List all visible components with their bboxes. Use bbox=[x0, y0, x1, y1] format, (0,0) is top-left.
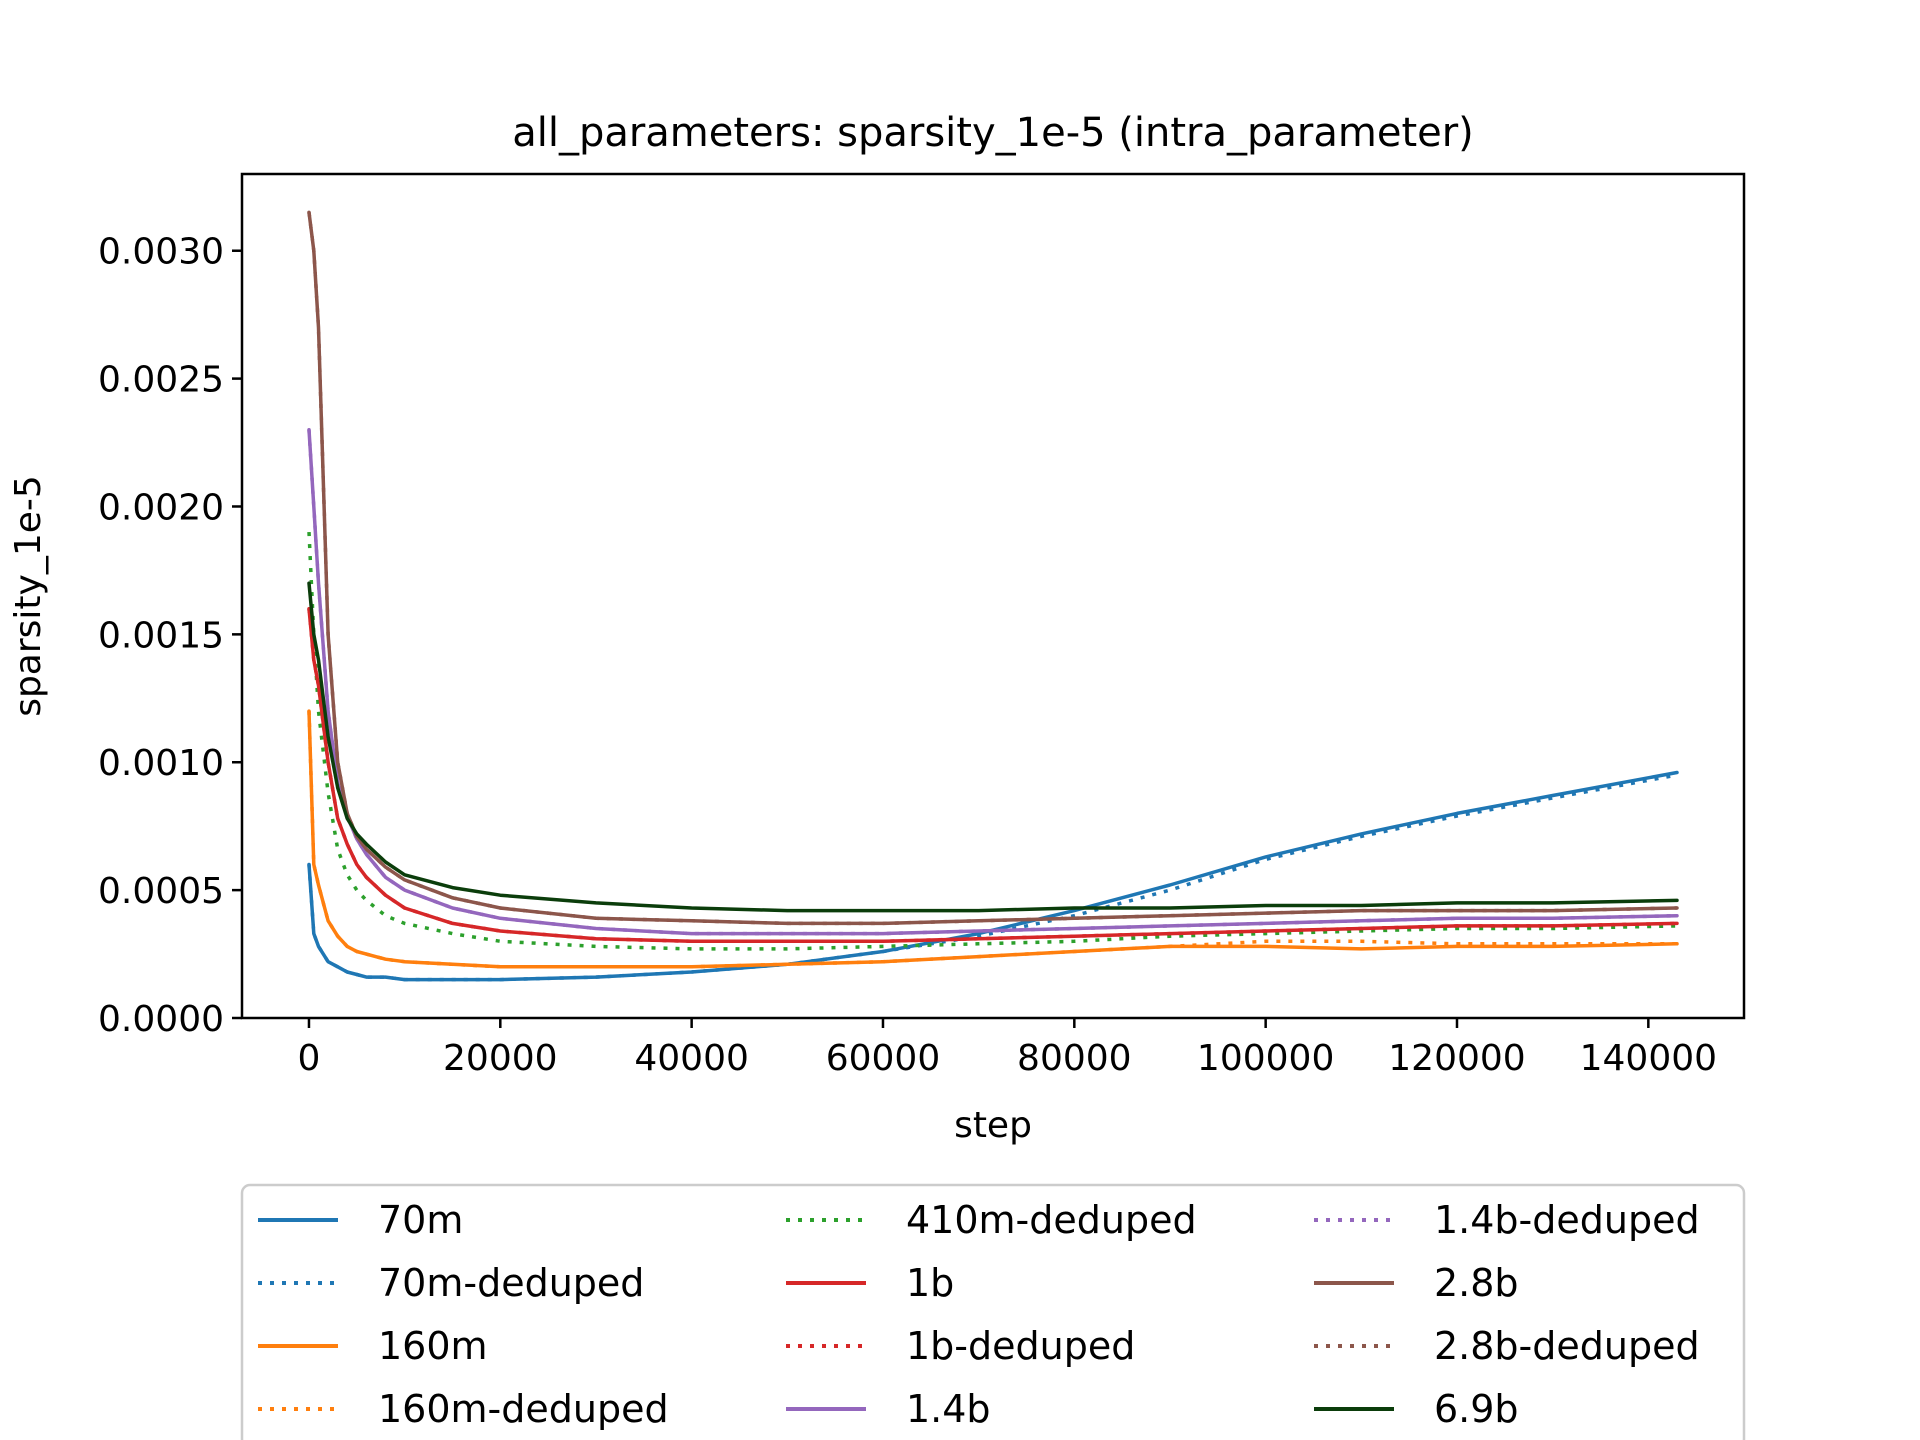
x-tick-label: 40000 bbox=[634, 1038, 749, 1079]
series-line-6.9b bbox=[307, 581, 1679, 913]
y-tick-label: 0.0005 bbox=[98, 871, 224, 912]
legend-label: 1.4b bbox=[906, 1387, 991, 1431]
plot-lines bbox=[307, 210, 1679, 982]
series-line-70m-deduped bbox=[307, 773, 1678, 982]
x-tick-label: 100000 bbox=[1197, 1038, 1334, 1079]
x-tick-label: 80000 bbox=[1017, 1038, 1132, 1079]
series-line-1.4b bbox=[307, 428, 1679, 936]
series-line-70m bbox=[307, 770, 1679, 982]
x-tick-label: 0 bbox=[298, 1038, 321, 1079]
x-tick-label: 140000 bbox=[1580, 1038, 1717, 1079]
legend-label: 70m bbox=[378, 1198, 463, 1242]
series-line-1b-deduped bbox=[307, 608, 1678, 944]
legend-label: 1.4b-deduped bbox=[1434, 1198, 1700, 1242]
series-line-1b bbox=[307, 607, 1679, 944]
legend-label: 1b-deduped bbox=[906, 1324, 1135, 1368]
x-tick-label: 60000 bbox=[826, 1038, 941, 1079]
chart-title: all_parameters: sparsity_1e-5 (intra_par… bbox=[512, 110, 1474, 156]
y-tick-label: 0.0010 bbox=[98, 743, 224, 784]
y-tick-label: 0.0020 bbox=[98, 487, 224, 528]
plot-frame bbox=[240, 172, 1746, 1020]
legend-label: 1b bbox=[906, 1261, 954, 1305]
series-line-1.4b-deduped bbox=[307, 429, 1678, 936]
y-tick-label: 0.0015 bbox=[98, 615, 224, 656]
legend-label: 2.8b bbox=[1434, 1261, 1519, 1305]
y-axis-label: sparsity_1e-5 bbox=[8, 475, 49, 717]
legend: 70m 70m-deduped 160m 160m-deduped 410m-dedup… bbox=[240, 1183, 1746, 1440]
series-line-2.8b-deduped bbox=[307, 212, 1678, 926]
y-tick-label: 0.0000 bbox=[98, 999, 224, 1040]
legend-label: 160m-deduped bbox=[378, 1387, 669, 1431]
y-axis: 0.0000 0.0005 0.0010 0.0015 0.0020 0.0025 0.00… bbox=[98, 232, 242, 1040]
x-tick-label: 20000 bbox=[443, 1038, 558, 1079]
y-tick-label: 0.0030 bbox=[98, 232, 224, 273]
legend-label: 410m-deduped bbox=[906, 1198, 1197, 1242]
series-line-160m-deduped bbox=[307, 711, 1677, 969]
legend-label: 2.8b-deduped bbox=[1434, 1324, 1700, 1368]
legend-frame bbox=[240, 1183, 1746, 1440]
x-tick-label: 120000 bbox=[1388, 1038, 1525, 1079]
y-tick-label: 0.0025 bbox=[98, 360, 224, 401]
legend-items: 70m 70m-deduped 160m 160m-deduped 410m-dedup… bbox=[258, 1198, 1700, 1431]
legend-label: 160m bbox=[378, 1324, 488, 1368]
x-axis-label: step bbox=[954, 1105, 1032, 1146]
series-line-410m-deduped bbox=[307, 532, 1678, 951]
x-axis: 0 20000 40000 60000 80000 100000 120000 140000 bbox=[298, 1018, 1717, 1079]
series-line-2.8b bbox=[307, 210, 1679, 926]
legend-label: 70m-deduped bbox=[378, 1261, 644, 1305]
legend-label: 6.9b bbox=[1434, 1387, 1519, 1431]
